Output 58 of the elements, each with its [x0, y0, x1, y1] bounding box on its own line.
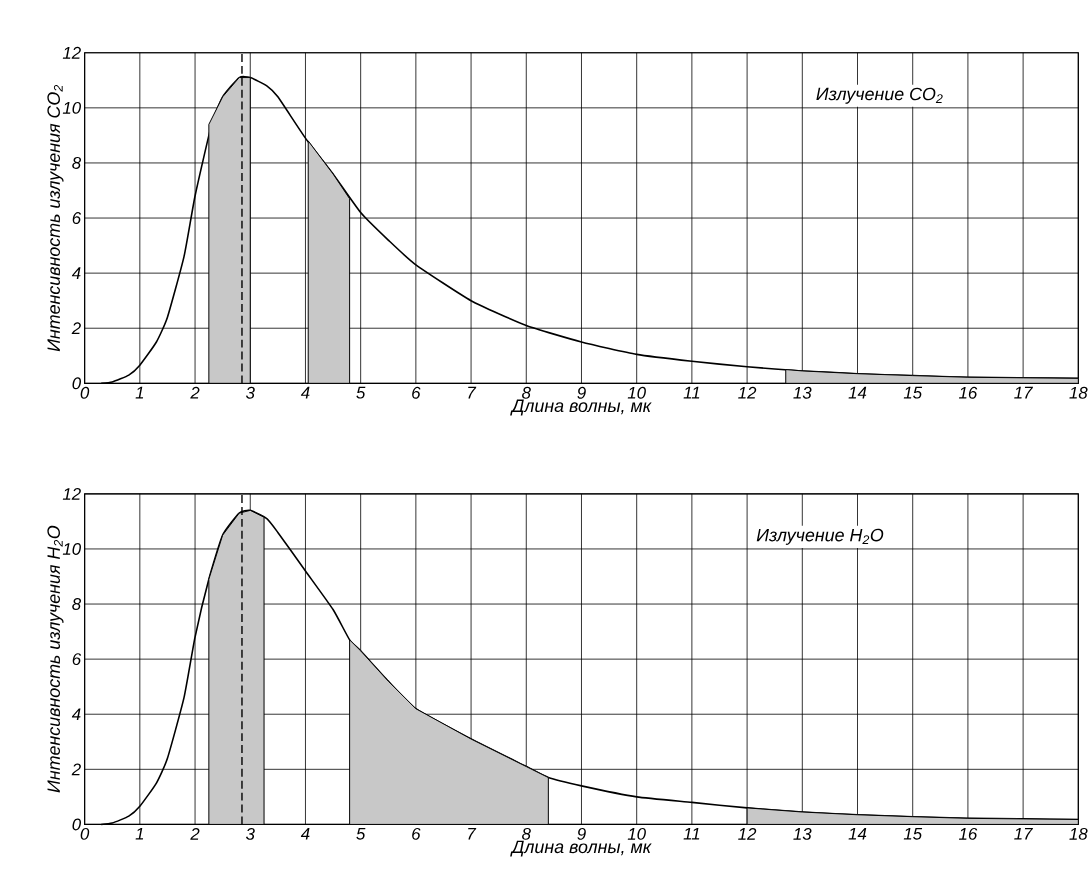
- y-tick-label: 10: [62, 101, 81, 114]
- x-tick-label: 15: [903, 827, 923, 840]
- x-tick-label: 8: [522, 827, 531, 840]
- y-tick-label: 6: [72, 653, 82, 666]
- x-tick-label: 12: [738, 827, 757, 840]
- x-tick-label: 17: [1014, 827, 1034, 840]
- x-tick-label: 9: [577, 386, 586, 399]
- y-tick-label: 12: [62, 487, 81, 500]
- x-tick-label: 7: [468, 827, 477, 840]
- y-tick-label: 6: [72, 212, 82, 224]
- x-tick-label: 5: [356, 386, 366, 399]
- x-tick-label: 6: [412, 827, 421, 840]
- x-tick-label: 4: [300, 386, 310, 399]
- x-axis-title: Длина волны, мк: [510, 840, 652, 857]
- x-tick-label: 17: [1014, 386, 1034, 399]
- x-tick-label: 16: [958, 386, 978, 399]
- x-tick-label: 1: [135, 386, 144, 399]
- x-tick-label: 1: [135, 827, 144, 840]
- x-tick-label: 2: [190, 386, 200, 399]
- x-tick-label: 7: [468, 386, 477, 399]
- x-axis-title: Длина волны, мк: [510, 399, 652, 416]
- x-tick-label: 14: [848, 827, 867, 840]
- x-tick-label: 9: [577, 827, 586, 840]
- x-tick-label: 2: [190, 827, 200, 840]
- x-tick-label: 18: [1069, 386, 1088, 399]
- annotation: Излучение H$_{2}$O: [756, 528, 884, 545]
- x-tick-label: 3: [245, 386, 255, 399]
- x-tick-label: 12: [738, 386, 757, 399]
- x-tick-label: 0: [80, 827, 90, 840]
- x-tick-label: 6: [412, 386, 421, 399]
- x-tick-label: 18: [1069, 827, 1088, 840]
- y-tick-label: 8: [72, 598, 82, 610]
- y-tick-label: 2: [71, 763, 81, 776]
- x-tick-label: 10: [627, 386, 646, 399]
- y-axis-title: Интенсивность излучения H$_{2}$O: [47, 525, 64, 793]
- x-tick-label: 8: [522, 386, 531, 399]
- x-tick-label: 3: [245, 827, 255, 840]
- y-tick-label: 12: [62, 46, 81, 59]
- x-tick-label: 14: [848, 386, 867, 399]
- y-tick-label: 4: [71, 708, 81, 720]
- x-tick-label: 0: [80, 386, 90, 399]
- y-tick-label: 0: [72, 818, 81, 831]
- y-tick-label: 4: [71, 267, 81, 279]
- x-tick-label: 5: [356, 827, 366, 840]
- x-tick-label: 13: [793, 827, 812, 840]
- annotation: Излучение CO$_{2}$: [816, 87, 943, 104]
- x-tick-label: 10: [627, 827, 646, 840]
- y-tick-label: 0: [72, 377, 81, 390]
- y-axis-title: Интенсивность излучения CO$_{2}$: [47, 84, 64, 352]
- x-tick-label: 16: [958, 827, 978, 840]
- y-tick-label: 8: [72, 156, 82, 169]
- x-tick-label: 13: [793, 386, 812, 399]
- x-tick-label: 4: [300, 827, 310, 840]
- y-tick-label: 10: [62, 542, 81, 555]
- y-tick-label: 2: [71, 322, 81, 335]
- x-tick-label: 11: [683, 386, 700, 399]
- x-tick-label: 11: [683, 827, 700, 840]
- x-tick-label: 15: [903, 386, 923, 399]
